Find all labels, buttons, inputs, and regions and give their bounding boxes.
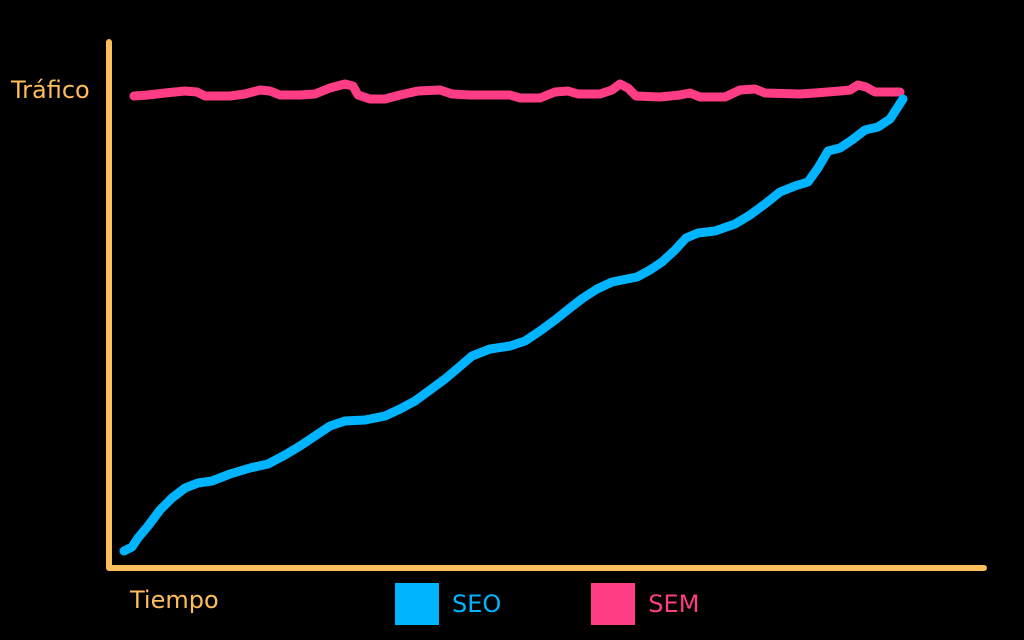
seo-line [119,94,908,556]
legend: SEO SEM [395,583,789,625]
axis-lines [106,39,987,571]
y-axis-label: Tráfico [11,76,90,104]
legend-label-seo: SEO [452,590,502,618]
seo-swatch-icon [395,583,439,625]
legend-item-sem: SEM [591,583,699,625]
legend-item-seo: SEO [395,583,501,625]
x-axis-label: Tiempo [130,586,219,614]
sem-line [129,79,905,104]
sem-swatch-icon [591,583,636,625]
legend-label-sem: SEM [648,590,700,618]
